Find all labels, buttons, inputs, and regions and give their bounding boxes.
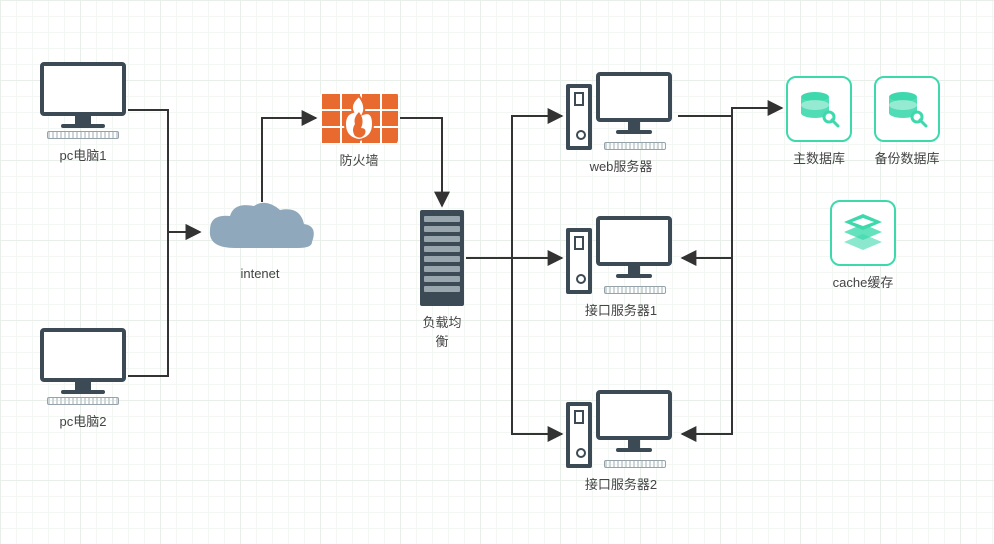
firewall-icon [320, 92, 398, 144]
label-pc1: pc电脑1 [40, 145, 126, 164]
label-lb: 负载均衡 [420, 312, 464, 350]
node-db-backup: 备份数据库 [874, 76, 940, 167]
server-rack-icon [420, 210, 464, 306]
label-fw: 防火墙 [320, 150, 398, 169]
node-pc1: pc电脑1 [40, 62, 126, 164]
node-cloud: intenet [200, 200, 320, 281]
node-webserver: web服务器 [566, 72, 676, 175]
node-if1: 接口服务器1 [566, 216, 676, 319]
label-if1: 接口服务器1 [566, 300, 676, 319]
edge-pc1-cloud [128, 110, 200, 232]
node-loadbalancer: 负载均衡 [420, 210, 464, 350]
label-db2: 备份数据库 [874, 148, 940, 167]
edge-lb-web [466, 116, 562, 258]
server-tower-icon [566, 228, 592, 294]
database-icon [874, 76, 940, 142]
edge-cloud-fw [262, 118, 316, 202]
label-pc2: pc电脑2 [40, 411, 126, 430]
edge-db-if1 [682, 116, 732, 258]
node-firewall: 防火墙 [320, 92, 398, 169]
pc-monitor-icon [40, 62, 126, 116]
server-tower-icon [566, 402, 592, 468]
database-icon [786, 76, 852, 142]
node-cache: cache缓存 [830, 200, 896, 291]
label-db1: 主数据库 [786, 148, 852, 167]
pc-monitor-icon [40, 328, 126, 382]
edge-db-if2 [682, 258, 732, 434]
cloud-icon [200, 200, 320, 260]
label-cache: cache缓存 [830, 272, 896, 291]
node-pc2: pc电脑2 [40, 328, 126, 430]
node-if2: 接口服务器2 [566, 390, 676, 493]
edge-pc2-cloud [128, 232, 200, 376]
label-if2: 接口服务器2 [566, 474, 676, 493]
server-tower-icon [566, 84, 592, 150]
label-cloud: intenet [200, 266, 320, 281]
edge-web-db [678, 108, 782, 116]
cache-icon [830, 200, 896, 266]
edge-lb-if2 [466, 258, 562, 434]
node-db-primary: 主数据库 [786, 76, 852, 167]
label-web: web服务器 [566, 156, 676, 175]
edge-fw-lb [400, 118, 442, 206]
